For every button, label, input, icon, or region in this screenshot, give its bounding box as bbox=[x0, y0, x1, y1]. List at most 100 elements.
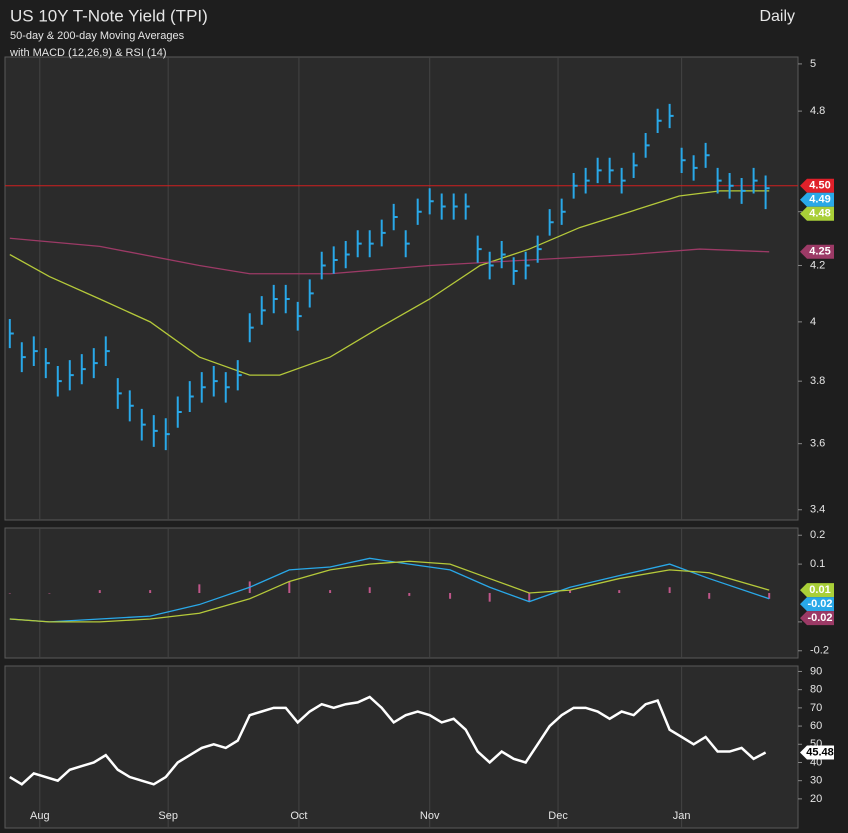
x-tick-label: Aug bbox=[30, 810, 50, 822]
price-bar bbox=[728, 172, 734, 199]
price-bar bbox=[380, 219, 386, 247]
histogram-bar bbox=[528, 593, 531, 602]
price-bar bbox=[92, 348, 98, 379]
value-marker bbox=[800, 583, 834, 598]
price-bar bbox=[428, 188, 434, 215]
histogram-bar bbox=[368, 587, 371, 593]
price-bar bbox=[716, 167, 722, 194]
value-marker bbox=[800, 206, 834, 221]
price-bar bbox=[356, 230, 362, 258]
price-bar bbox=[260, 296, 266, 325]
value-marker bbox=[800, 244, 834, 259]
value-marker-label: 4.25 bbox=[809, 246, 830, 258]
price-bar bbox=[248, 313, 254, 343]
price-bar bbox=[200, 372, 206, 403]
histogram-bar bbox=[668, 587, 671, 593]
y-tick-label: 0.2 bbox=[810, 529, 825, 541]
price-bar bbox=[176, 396, 182, 428]
macd-line bbox=[9, 560, 770, 623]
price-bar bbox=[8, 318, 14, 349]
x-tick-label: Jan bbox=[673, 810, 691, 822]
value-marker bbox=[800, 192, 834, 207]
moving-average bbox=[9, 190, 770, 376]
price-bar bbox=[668, 103, 674, 129]
y-tick-label: 20 bbox=[810, 793, 822, 805]
macd-panel bbox=[4, 527, 799, 659]
value-marker bbox=[800, 611, 834, 626]
histogram-bar bbox=[288, 581, 291, 593]
price-bar bbox=[188, 381, 194, 413]
price-bar bbox=[584, 167, 590, 194]
chart-title: US 10Y T-Note Yield (TPI) bbox=[10, 6, 208, 25]
price-bar bbox=[404, 230, 410, 258]
histogram-bar bbox=[449, 593, 452, 599]
price-bar bbox=[68, 360, 74, 391]
price-bar bbox=[344, 240, 350, 269]
y-tick-label: 80 bbox=[810, 684, 822, 696]
value-marker bbox=[800, 178, 834, 193]
price-bar bbox=[692, 155, 698, 181]
price-bar bbox=[416, 198, 422, 225]
subtitle: 50-day & 200-day Moving Averages bbox=[10, 30, 185, 42]
price-bar bbox=[740, 178, 746, 204]
price-bar bbox=[296, 301, 302, 331]
histogram-bar bbox=[149, 590, 152, 593]
value-marker-label: -0.02 bbox=[807, 612, 832, 624]
value-marker-label: -0.02 bbox=[807, 598, 832, 610]
price-bar bbox=[680, 147, 686, 173]
rsi-panel bbox=[4, 665, 799, 829]
histogram-bar bbox=[98, 590, 101, 593]
x-tick-label: Oct bbox=[290, 810, 307, 822]
price-bar bbox=[32, 336, 38, 367]
price-bar bbox=[56, 366, 62, 397]
y-tick-label: 0.1 bbox=[810, 558, 825, 570]
price-bar bbox=[368, 230, 374, 258]
price-bar bbox=[224, 372, 230, 403]
price-bar bbox=[20, 342, 26, 373]
price-bar bbox=[164, 418, 170, 451]
price-panel bbox=[4, 56, 799, 521]
histogram-bar bbox=[48, 593, 51, 594]
value-marker bbox=[800, 597, 834, 612]
histogram-bar bbox=[8, 593, 11, 594]
value-marker bbox=[800, 745, 834, 760]
price-bar bbox=[44, 348, 50, 379]
price-bar bbox=[644, 132, 650, 158]
histogram-bar bbox=[708, 593, 711, 599]
price-bar bbox=[440, 193, 446, 220]
histogram-bar bbox=[198, 584, 201, 593]
price-bar bbox=[572, 172, 578, 199]
price-bar bbox=[500, 240, 506, 269]
value-marker-label: 4.50 bbox=[809, 180, 830, 192]
price-bar bbox=[704, 142, 710, 168]
x-tick-label: Nov bbox=[420, 810, 440, 822]
price-bar bbox=[212, 366, 218, 397]
y-tick-label: 30 bbox=[810, 775, 822, 787]
y-tick-label: 3.4 bbox=[810, 504, 825, 516]
period: Daily bbox=[759, 8, 795, 25]
price-bar bbox=[116, 378, 122, 409]
price-bar bbox=[656, 108, 662, 133]
price-bar bbox=[284, 284, 290, 314]
y-tick-label: 60 bbox=[810, 720, 822, 732]
y-tick-label: 90 bbox=[810, 665, 822, 677]
y-tick-label: 4 bbox=[810, 316, 816, 328]
price-bar bbox=[548, 209, 554, 236]
price-bar bbox=[332, 246, 338, 274]
value-marker-label: 0.01 bbox=[809, 584, 830, 596]
price-bar bbox=[80, 354, 86, 385]
price-bar bbox=[536, 235, 542, 263]
price-bar bbox=[764, 175, 770, 210]
y-tick-label: 3.6 bbox=[810, 438, 825, 450]
histogram-bar bbox=[618, 590, 621, 593]
price-bar bbox=[632, 152, 638, 179]
histogram-bar bbox=[329, 590, 332, 593]
price-bar bbox=[512, 257, 518, 285]
rsi-line bbox=[9, 695, 767, 786]
y-tick-label: 5 bbox=[810, 58, 816, 70]
price-bar bbox=[308, 279, 314, 308]
macd-line bbox=[9, 557, 770, 623]
value-marker-label: 4.49 bbox=[809, 194, 830, 206]
